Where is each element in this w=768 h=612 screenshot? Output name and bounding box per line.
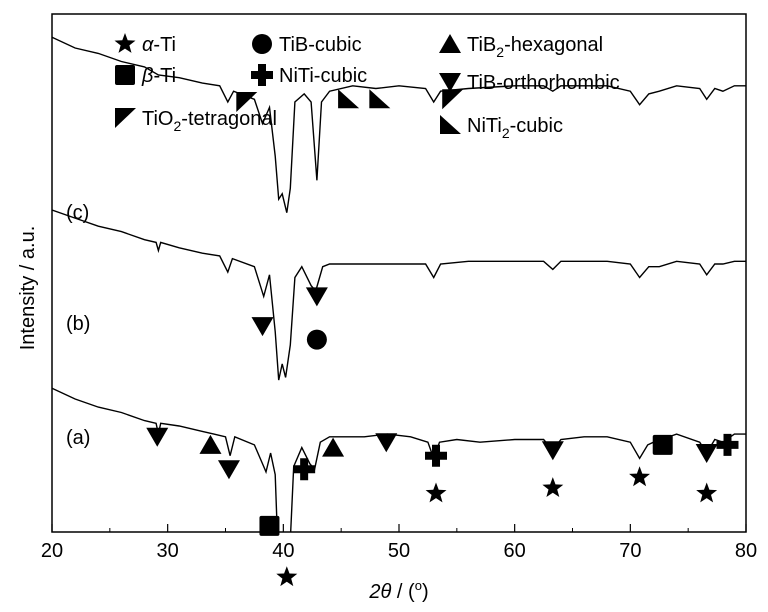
- curve-label-b: (b): [66, 313, 90, 335]
- curve-label-a: (a): [66, 427, 90, 449]
- series-line-a: [52, 387, 746, 532]
- triangle-up-marker: [199, 434, 222, 454]
- circle-marker: [306, 329, 327, 350]
- legend-symbol-niti2: [440, 115, 461, 134]
- curve-label-c: (c): [66, 202, 89, 224]
- marker-layer: [146, 89, 739, 587]
- star-marker: [629, 466, 650, 487]
- series-layer: [52, 36, 746, 532]
- legend-symbol-tio2: [115, 108, 136, 128]
- x-axis: 20 30 40 50 60 70 80: [41, 524, 757, 562]
- curve-labels: (a) (b) (c): [66, 202, 90, 449]
- legend-symbol-triangle-up: [439, 34, 461, 53]
- triangle-down-marker: [375, 433, 398, 453]
- cross-marker: [425, 444, 448, 467]
- legend-label: TiB2-hexagonal: [467, 34, 603, 60]
- cross-marker: [293, 458, 316, 481]
- square-marker: [652, 434, 673, 455]
- triangle-down-marker: [541, 441, 564, 461]
- star-marker: [276, 566, 298, 587]
- legend-symbol-triangle-down: [439, 73, 461, 92]
- x-tick-label: 70: [619, 540, 641, 562]
- star-marker: [696, 482, 718, 503]
- triangle-up-marker: [322, 437, 345, 457]
- legend-label: NiTi-cubic: [279, 65, 367, 87]
- legend-label: α-Ti: [142, 34, 176, 56]
- niti2-marker: [369, 89, 391, 109]
- series-line-c: [52, 36, 746, 213]
- legend: α-Ti TiB-cubic TiB2-hexagonal β-Ti NiTi-cubi…: [114, 33, 620, 141]
- star-marker: [425, 482, 447, 503]
- legend-label: TiB-cubic: [279, 34, 362, 56]
- legend-symbol-circle: [252, 34, 272, 54]
- y-axis-title: Intensity / a.u.: [17, 226, 39, 351]
- triangle-down-marker: [251, 317, 274, 337]
- x-axis-title: 2θ / (o): [368, 578, 428, 603]
- legend-label: TiO2-tetragonal: [142, 108, 277, 134]
- triangle-down-marker: [305, 287, 328, 307]
- x-tick-label: 60: [504, 540, 526, 562]
- legend-symbol-square: [115, 65, 135, 85]
- legend-symbol-cross: [251, 64, 273, 86]
- tio2-marker: [442, 89, 464, 110]
- cross-marker: [716, 433, 739, 456]
- x-tick-label: 20: [41, 540, 63, 562]
- x-tick-label: 80: [735, 540, 757, 562]
- legend-label: TiB-orthorhombic: [467, 72, 620, 94]
- legend-label: β-Ti: [141, 65, 176, 87]
- x-tick-label: 30: [157, 540, 179, 562]
- square-marker: [259, 515, 280, 536]
- niti2-marker: [338, 89, 360, 109]
- x-tick-label: 50: [388, 540, 410, 562]
- legend-label: NiTi2-cubic: [467, 115, 563, 141]
- x-tick-label: 40: [272, 540, 294, 562]
- legend-symbol-star: [114, 33, 136, 53]
- triangle-down-marker: [695, 444, 718, 463]
- tio2-marker: [236, 92, 258, 112]
- series-line-b: [52, 209, 746, 381]
- triangle-down-marker: [146, 427, 169, 447]
- triangle-down-marker: [217, 460, 240, 480]
- star-marker: [542, 477, 564, 497]
